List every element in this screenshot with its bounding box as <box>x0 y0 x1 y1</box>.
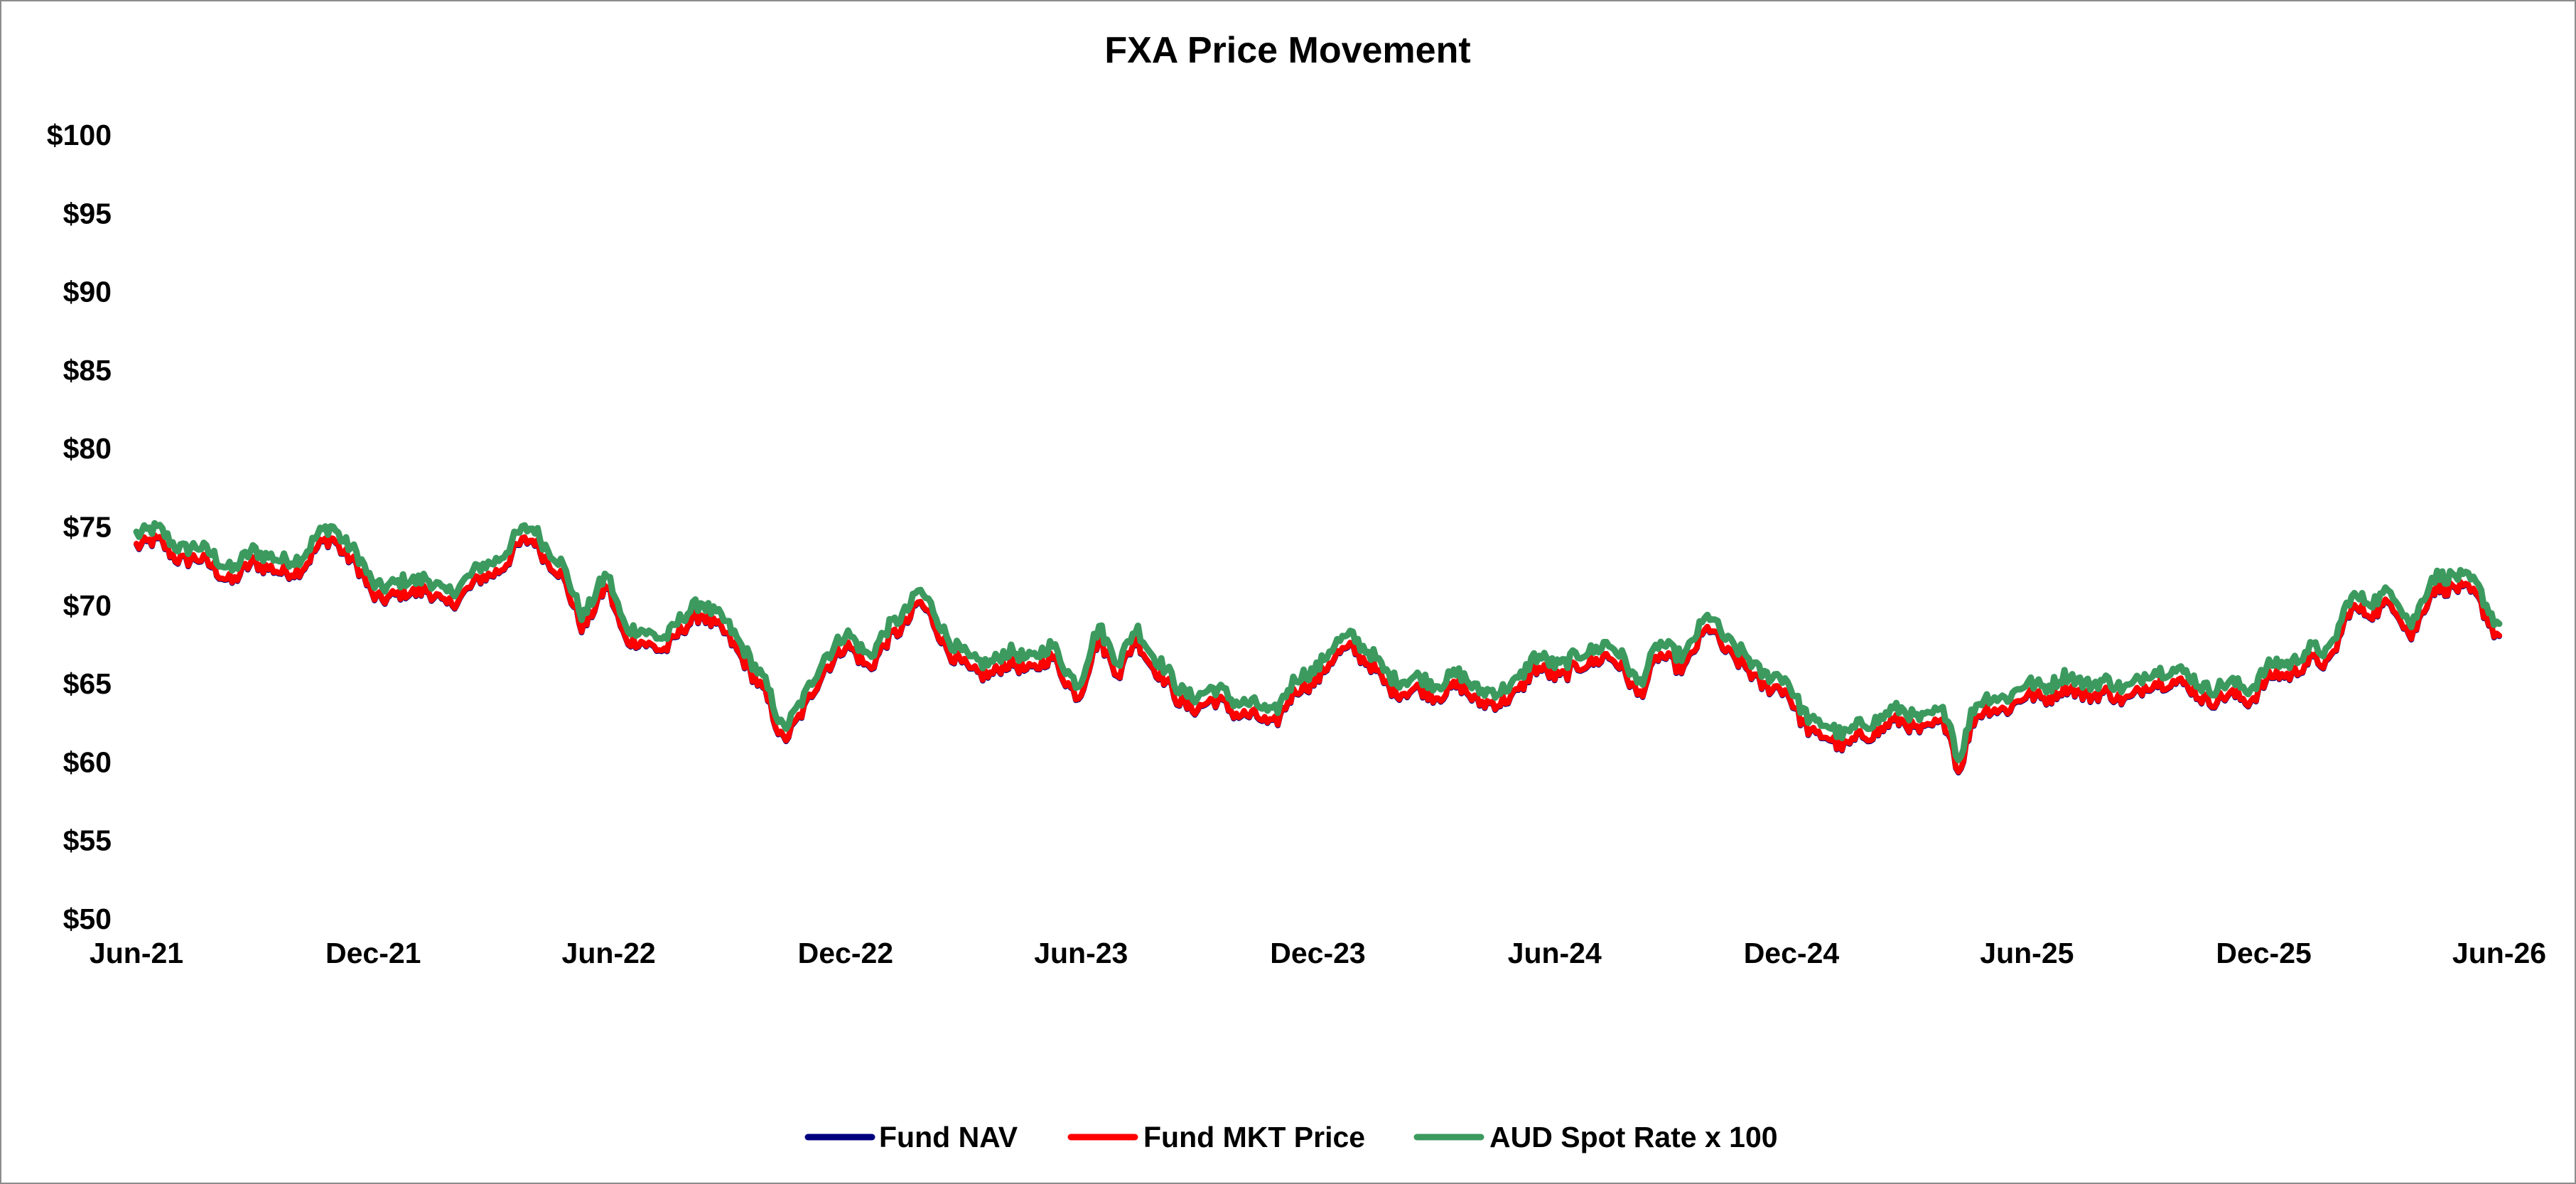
x-tick-label: Dec-25 <box>2216 937 2311 969</box>
y-tick-label: $75 <box>63 511 112 544</box>
series-line-spot <box>133 520 2503 763</box>
x-tick-label: Jun-23 <box>1034 937 1128 969</box>
legend-label-mkt: Fund MKT Price <box>1143 1121 1365 1153</box>
y-tick-label: $85 <box>63 354 112 387</box>
legend-label-nav: Fund NAV <box>879 1121 1018 1153</box>
x-tick-label: Jun-22 <box>562 937 656 969</box>
x-tick-label: Jun-21 <box>90 937 183 969</box>
x-tick-label: Dec-21 <box>325 937 421 969</box>
y-tick-label: $60 <box>63 746 112 778</box>
y-tick-label: $80 <box>63 432 112 465</box>
y-tick-label: $100 <box>47 119 112 151</box>
x-tick-label: Jun-24 <box>1508 937 1602 969</box>
y-tick-label: $50 <box>63 903 112 935</box>
chart-title: FXA Price Movement <box>1104 30 1470 71</box>
series-line-mkt <box>134 532 2502 775</box>
y-tick-label: $55 <box>63 824 112 857</box>
legend-label-spot: AUD Spot Rate x 100 <box>1489 1121 1778 1153</box>
y-tick-label: $70 <box>63 589 112 622</box>
x-tick-label: Dec-22 <box>798 937 893 969</box>
legend: Fund NAV Fund MKT Price AUD Spot Rate x 10… <box>804 1121 1778 1153</box>
x-tick-label: Jun-26 <box>2452 937 2546 969</box>
y-tick-label: $90 <box>63 276 112 308</box>
series-line-nav <box>134 533 2502 776</box>
x-tick-label: Dec-24 <box>1744 937 1840 969</box>
x-axis: Jun-21 Dec-21 Jun-22 Dec-22 Jun-23 Dec-23 Jun-… <box>90 937 2546 969</box>
y-tick-label: $65 <box>63 667 112 700</box>
y-axis: $100 $95 $90 $85 $80 $75 $70 $65 $60 $55 $50 <box>47 119 112 935</box>
plot-lines <box>133 520 2503 776</box>
x-tick-label: Jun-25 <box>1980 937 2074 969</box>
x-tick-label: Dec-23 <box>1270 937 1365 969</box>
y-tick-label: $95 <box>63 197 112 230</box>
